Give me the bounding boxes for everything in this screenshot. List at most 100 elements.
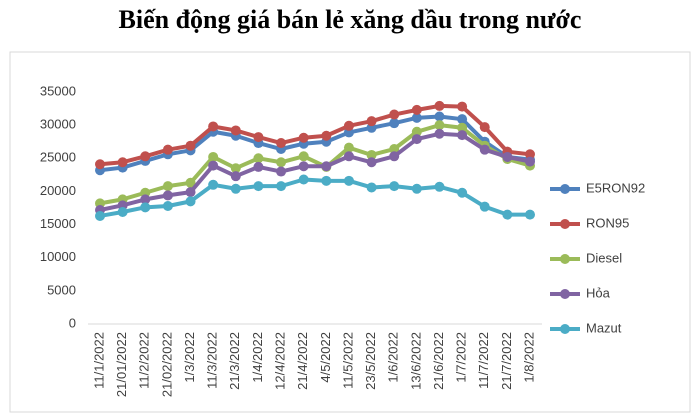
x-tick-label: 1/3/2022 [182,332,197,383]
x-tick-label: 11/2/2022 [137,332,152,389]
point [162,201,173,212]
x-tick-label: 11/5/2022 [340,332,355,389]
point [411,134,422,145]
x-tick-label: 4/5/2022 [318,332,333,383]
x-tick-label: 1/6/2022 [386,332,401,383]
legend-marker [560,289,570,299]
point [162,190,173,201]
legend-marker [560,254,570,264]
point [321,130,332,141]
point [298,161,309,172]
point [140,194,151,205]
y-tick-label: 30000 [40,117,76,132]
point [140,151,151,162]
point [343,120,354,131]
point [434,100,445,111]
legend-marker [560,219,570,229]
point [343,151,354,162]
point [525,156,535,167]
y-tick-label: 10000 [40,249,76,264]
point [253,132,264,143]
point [525,209,535,220]
point [502,209,513,220]
legend-label: Hỏa [586,285,611,300]
point [208,121,219,132]
x-tick-label: 1/7/2022 [454,332,469,383]
point [230,183,241,194]
chart-title: Biến động giá bán lẻ xăng dầu trong nước [119,5,582,34]
point [185,196,196,207]
point [479,144,490,155]
point [457,101,468,112]
point [185,140,196,151]
point [343,142,354,153]
chart-frame [9,51,691,413]
point [434,181,445,192]
x-tick-label: 21/3/2022 [227,332,242,390]
point [185,187,196,198]
point [230,125,241,136]
point [457,114,468,125]
point [185,177,196,188]
legend-label: RON95 [586,215,629,230]
x-tick-label: 23/5/2022 [363,332,378,390]
legend-label: E5RON92 [586,180,645,195]
point [95,210,105,221]
point [276,138,287,149]
x-tick-label: 11/3/2022 [205,332,220,389]
point [457,187,468,198]
point [298,132,309,143]
point [366,182,377,193]
y-tick-label: 0 [69,315,76,330]
x-tick-label: 21/4/2022 [295,332,310,390]
point [457,130,468,141]
x-tick-label: 21/01/2022 [114,332,129,397]
point [366,149,377,160]
point [343,175,354,186]
y-tick-label: 20000 [40,183,76,198]
y-tick-label: 25000 [40,150,76,165]
point [253,153,264,164]
legend-label: Mazut [586,320,622,335]
point [321,161,332,172]
y-tick-label: 35000 [40,83,76,98]
point [162,181,173,192]
point [434,128,445,139]
x-tick-label: 11/7/2022 [476,332,491,389]
point [95,159,105,170]
point [276,157,287,168]
legend-marker [560,324,570,334]
point [457,122,468,133]
point [411,126,422,137]
point [411,183,422,194]
x-tick-label: 11/1/2022 [91,332,106,389]
point [321,175,332,186]
point [389,151,400,162]
x-tick-label: 21/02/2022 [159,332,174,397]
point [208,179,219,190]
x-tick-label: 1/8/2022 [521,332,536,383]
point [389,181,400,192]
x-tick-label: 12/4/2022 [272,332,287,390]
point [117,157,128,168]
point [276,181,287,192]
point [276,166,287,177]
point [479,201,490,212]
point [434,111,445,122]
point [389,109,400,120]
point [479,122,490,133]
point [208,151,219,162]
point [525,149,535,160]
y-tick-label: 5000 [47,282,76,297]
x-tick-label: 1/4/2022 [250,332,265,383]
point [389,144,400,155]
point [253,181,264,192]
point [389,118,400,129]
y-tick-label: 15000 [40,216,76,231]
point [298,151,309,162]
point [208,160,219,171]
point [140,202,151,213]
point [411,104,422,115]
point [434,120,445,131]
